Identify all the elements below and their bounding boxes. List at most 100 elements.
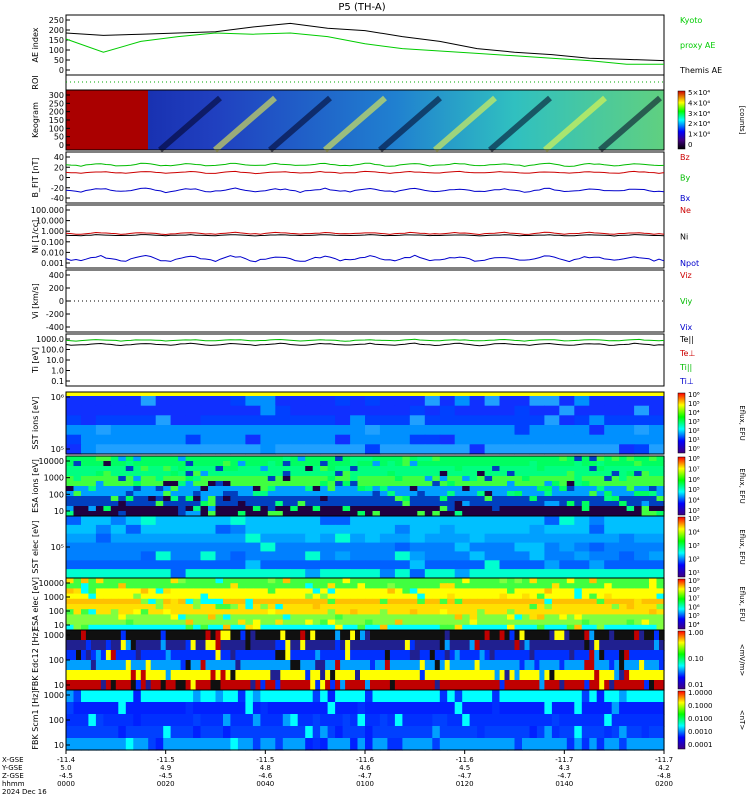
- spectrogram-cell: [200, 604, 209, 610]
- spectrogram-cell: [118, 738, 127, 751]
- spectrogram-cell: [66, 560, 82, 570]
- spectrogram-cell: [656, 461, 665, 467]
- spectrogram-cell: [193, 471, 202, 477]
- spectrogram-cell: [237, 593, 246, 600]
- spectrogram-cell: [66, 598, 75, 605]
- spectrogram-cell: [320, 444, 336, 455]
- spectrogram-cell: [379, 714, 388, 727]
- spectrogram-cell: [439, 680, 446, 691]
- spectrogram-cell: [357, 598, 366, 605]
- spectrogram-cell: [148, 588, 157, 595]
- spectrogram-cell: [312, 690, 321, 703]
- spectrogram-cell: [619, 670, 625, 681]
- spectrogram-cell: [208, 726, 217, 739]
- spectrogram-cell: [559, 650, 565, 661]
- spectrogram-cell: [574, 481, 583, 487]
- spectrogram-cell: [372, 486, 381, 492]
- spectrogram-cell: [402, 624, 411, 631]
- spectrogram-cell: [447, 456, 456, 462]
- spectrogram-cell: [372, 714, 381, 727]
- spectrogram-cell: [544, 583, 553, 589]
- spectrogram-cell: [103, 738, 112, 751]
- spectrogram-cell: [551, 476, 560, 482]
- spectrogram-cell: [118, 481, 127, 487]
- spectrogram-cell: [193, 726, 202, 739]
- spectrogram-cell: [626, 690, 635, 703]
- spectrogram-cell: [649, 471, 658, 477]
- spectrogram-cell: [140, 461, 149, 467]
- spectrogram-cell: [178, 481, 187, 487]
- spectrogram-cell: [544, 578, 553, 584]
- spectrogram-cell: [133, 702, 142, 715]
- spectrogram-cell: [73, 466, 82, 472]
- spectrogram-cell: [267, 593, 276, 600]
- spectrogram-cell: [394, 415, 411, 426]
- spectrogram-cell: [148, 578, 157, 584]
- spectrogram-cell: [424, 434, 441, 445]
- spectrogram-cell: [389, 630, 396, 641]
- spectrogram-cell: [130, 660, 137, 671]
- spectrogram-cell: [342, 466, 351, 472]
- spectrogram-cell: [414, 640, 421, 651]
- spectrogram-cell: [492, 486, 501, 492]
- spectrogram-cell: [559, 516, 575, 526]
- spectrogram-cell: [544, 593, 553, 600]
- spectrogram-cell: [574, 578, 583, 584]
- spectrogram-cell: [350, 726, 359, 739]
- colorbar-label: 0.0100: [688, 715, 713, 723]
- spectrogram-cell: [492, 619, 501, 626]
- spectrogram-cell: [200, 598, 209, 605]
- spectrogram-cell: [350, 619, 359, 626]
- spectrogram-cell: [649, 491, 658, 497]
- spectrogram-cell: [394, 609, 403, 615]
- spectrogram-cell: [477, 714, 486, 727]
- spectrogram-cell: [454, 491, 463, 497]
- spectrogram-cell: [170, 425, 187, 436]
- spectrogram-cell: [604, 630, 610, 641]
- spectrogram-cell: [432, 496, 441, 502]
- spectrogram-cell: [559, 569, 575, 579]
- spectrogram-cell: [404, 640, 411, 651]
- spectrogram-cell: [260, 702, 269, 715]
- spectrogram-cell: [656, 506, 665, 512]
- spectrogram-cell: [252, 511, 261, 517]
- spectrogram-cell: [432, 583, 441, 589]
- spectrogram-cell: [210, 650, 217, 661]
- spectrogram-cell: [208, 604, 217, 610]
- spectrogram-cell: [439, 640, 446, 651]
- spectrogram-cell: [574, 650, 580, 661]
- spectrogram-cell: [215, 560, 231, 570]
- spectrogram-cell: [409, 588, 418, 595]
- spectrogram-cell: [544, 471, 553, 477]
- spectrogram-cell: [215, 609, 224, 615]
- spectrogram-cell: [365, 578, 374, 584]
- colorbar-label: 1.00: [688, 629, 704, 637]
- spectrogram-cell: [365, 461, 374, 467]
- spectrogram-cell: [305, 396, 321, 407]
- spectrogram-cell: [634, 630, 640, 641]
- spectrogram-cell: [118, 471, 127, 477]
- spectrogram-cell: [432, 619, 441, 626]
- spectrogram-cell: [379, 405, 396, 416]
- spectrogram-cell: [499, 501, 508, 507]
- spectrogram-cell: [260, 533, 276, 544]
- spectrogram-cell: [611, 738, 620, 751]
- spectrogram-cell: [66, 738, 75, 751]
- spectrogram-cell: [484, 542, 501, 553]
- spectrogram-cell: [81, 593, 90, 600]
- spectrogram-cell: [185, 516, 202, 526]
- spectrogram-cell: [190, 660, 197, 671]
- spectrogram-cell: [81, 598, 90, 605]
- colorbar-label: 0.1000: [688, 702, 713, 710]
- spectrogram-cell: [634, 461, 643, 467]
- spectrogram-cell: [489, 680, 496, 691]
- spectrogram-cell: [629, 640, 635, 651]
- spectrogram-cell: [230, 578, 239, 584]
- spectrogram-cell: [297, 466, 306, 472]
- spectrogram-cell: [133, 486, 142, 492]
- panel-trace: [65, 254, 665, 263]
- spectrogram-cell: [594, 630, 600, 641]
- spectrogram-cell: [656, 471, 665, 477]
- spectrogram-cell: [499, 640, 506, 651]
- x-tick-label: 5.0: [60, 764, 71, 772]
